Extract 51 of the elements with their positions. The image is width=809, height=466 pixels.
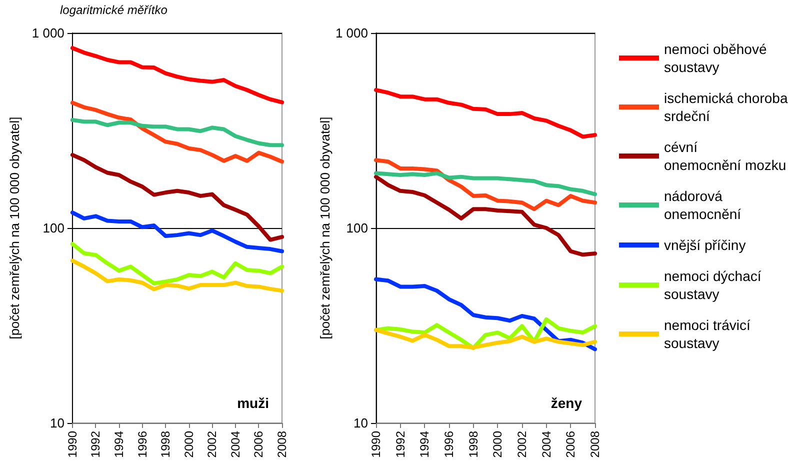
line-series: [374, 277, 597, 352]
line-series: [70, 152, 284, 242]
line-series: [70, 46, 284, 104]
y-tick-label: 100: [42, 220, 64, 236]
legend-label: nemoci trávicí soustavy: [664, 317, 754, 351]
legend-label: vnější příčiny: [664, 237, 746, 253]
x-tick-label: 1996: [442, 430, 456, 458]
legend-label: cévní onemocnění mozku: [664, 139, 786, 173]
y-tick-label: 100: [346, 220, 368, 236]
y-tick-label: 10: [354, 416, 368, 430]
line-series: [374, 88, 597, 139]
x-tick-label: 2004: [539, 430, 554, 458]
legend-label: nádorová onemocnění: [664, 188, 742, 222]
line-series: [374, 174, 597, 257]
x-tick-label: 2008: [275, 430, 289, 458]
x-tick-label: 2002: [515, 430, 529, 458]
x-tick-label: 1998: [466, 430, 480, 458]
x-tick-label: 1992: [393, 430, 408, 458]
x-tick-label: 2006: [252, 430, 266, 458]
y-axis-title: [počet zemřelých na 100 000 obyvatel]: [7, 116, 22, 340]
x-tick-label: 1990: [369, 430, 383, 458]
line-series: [374, 158, 597, 212]
y-tick-label: 1 000: [335, 26, 368, 40]
y-axis-title: [počet zemřelých na 100 000 obyvatel]: [318, 116, 333, 340]
x-tick-label: 2000: [490, 430, 505, 458]
x-tick-label: 2008: [588, 430, 602, 458]
line-series: [70, 242, 284, 286]
line-series: [374, 328, 597, 350]
x-tick-label: 1998: [158, 430, 173, 458]
x-tick-label: 1994: [112, 430, 126, 458]
line-series: [70, 100, 284, 164]
legend-label: ischemická choroba srdeční: [664, 90, 792, 124]
legend-label: nemoci oběhové soustavy: [664, 41, 771, 75]
line-series: [70, 258, 284, 293]
x-tick-label: 2000: [182, 430, 196, 458]
text: logaritmické měřítko: [60, 3, 168, 17]
line-series: [70, 118, 284, 148]
y-tick-label: 1 000: [32, 26, 64, 40]
legend-label: nemoci dýchací soustavy: [664, 268, 766, 302]
x-tick-label: 1992: [88, 430, 103, 458]
x-tick-label: 1996: [135, 430, 150, 458]
x-tick-label: 1994: [418, 430, 432, 458]
x-tick-label: 1990: [65, 430, 80, 458]
x-tick-label: 2006: [564, 430, 578, 458]
y-tick-label: 10: [50, 416, 64, 430]
x-tick-label: 2002: [205, 430, 220, 458]
text: muži: [237, 395, 269, 411]
line-series: [70, 210, 284, 254]
text: ženy: [550, 395, 582, 411]
line-series: [374, 171, 597, 196]
x-tick-label: 2004: [228, 430, 242, 458]
